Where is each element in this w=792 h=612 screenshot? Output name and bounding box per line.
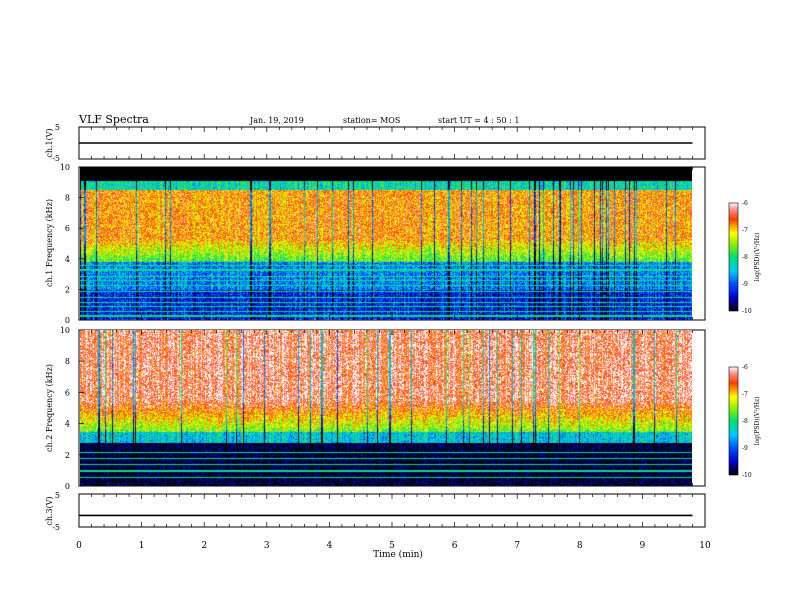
ch1-ytick-bottom: -5 — [52, 154, 60, 163]
ch1-ytick-top: 5 — [55, 123, 60, 132]
ch1-cbar-tick--6: -6 — [742, 200, 748, 207]
ch2-spectrogram-panel: 0 2 4 6 8 10 ch.2 Frequency (kHz) -6 -7 -8 -9 -10… — [45, 326, 761, 491]
ch1-spectrogram-image — [80, 167, 692, 320]
ch2-colorbar — [728, 366, 739, 476]
ch2-spec-ytick-10: 10 — [60, 326, 70, 335]
ch2-cbar-tick--8: -8 — [742, 418, 748, 425]
ch1-spec-ytick-0: 0 — [65, 316, 70, 325]
ch2-cbar-tick--10: -10 — [742, 472, 752, 479]
figure-title: VLF Spectra — [78, 113, 149, 126]
ch2-spectrogram-image — [80, 330, 692, 486]
start-time-label: start UT = 4 : 50 : 1 — [438, 116, 519, 125]
ch2-cbar-tick--6: -6 — [742, 364, 748, 371]
ch1-waveform-panel: 5 -5 ch.1(V) — [45, 123, 706, 163]
ch3-waveform-ylabel: ch.3(V) — [45, 496, 54, 525]
ch1-spectrogram-panel: 0 2 4 6 8 10 ch.1 Frequency (kHz) -6 -7 -8 -9 -10… — [45, 163, 761, 325]
ch1-colorbar-label: log(PSD)(V²/Hz) — [754, 233, 761, 282]
x-tick-label-5: 5 — [389, 541, 395, 551]
ch2-spec-ytick-4: 4 — [65, 420, 70, 429]
ch1-colorbar — [728, 202, 739, 312]
x-tick-label-7: 7 — [514, 541, 520, 551]
x-tick-label-9: 9 — [640, 541, 646, 551]
ch1-spec-ytick-4: 4 — [65, 255, 70, 264]
x-tick-label-8: 8 — [577, 541, 583, 551]
ch2-spectrogram-ylabel: ch.2 Frequency (kHz) — [45, 364, 54, 452]
x-tick-label-6: 6 — [452, 541, 458, 551]
ch1-cbar-tick--7: -7 — [742, 227, 748, 234]
ch1-spec-ytick-8: 8 — [65, 194, 70, 203]
ch3-waveform-panel: 5 -5 ch.3(V) — [45, 491, 706, 532]
ch2-cbar-tick--7: -7 — [742, 391, 748, 398]
x-tick-label-1: 1 — [139, 541, 145, 551]
ch2-spec-ytick-6: 6 — [65, 388, 70, 397]
ch1-spectrogram-ylabel: ch.1 Frequency (kHz) — [45, 199, 54, 287]
x-tick-label-3: 3 — [264, 541, 270, 551]
ch1-cbar-tick--10: -10 — [742, 308, 752, 315]
ch2-spec-ytick-8: 8 — [65, 357, 70, 366]
station-label: station= MOS — [343, 116, 400, 125]
ch2-colorbar-label: log(PSD)(V²/Hz) — [754, 397, 761, 446]
x-tick-label-2: 2 — [201, 541, 207, 551]
ch1-waveform-ylabel: ch.1(V) — [45, 128, 54, 157]
ch3-ytick-bottom: -5 — [52, 523, 60, 532]
x-axis-label: Time (min) — [373, 549, 423, 560]
ch2-cbar-tick--9: -9 — [742, 445, 748, 452]
ch1-cbar-tick--8: -8 — [742, 254, 748, 261]
ch1-spec-ytick-6: 6 — [65, 224, 70, 233]
x-tick-label-10: 10 — [699, 541, 711, 551]
x-tick-label-0: 0 — [76, 541, 82, 551]
ch1-cbar-tick--9: -9 — [742, 281, 748, 288]
ch1-spec-ytick-2: 2 — [65, 285, 70, 294]
ch2-spec-ytick-2: 2 — [65, 451, 70, 460]
x-tick-label-4: 4 — [327, 541, 333, 551]
ch1-spec-ytick-10: 10 — [60, 163, 70, 172]
ch2-spec-ytick-0: 0 — [65, 482, 70, 491]
date-label: Jan. 19, 2019 — [249, 116, 304, 125]
ch3-ytick-top: 5 — [55, 491, 60, 500]
